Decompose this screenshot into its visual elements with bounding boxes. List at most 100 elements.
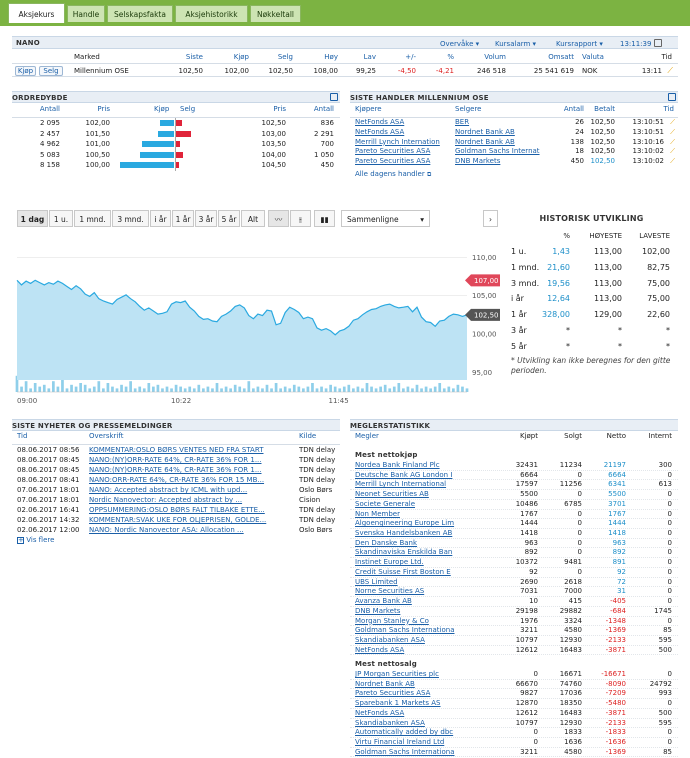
col-hoy[interactable]: Høy: [324, 53, 338, 61]
volume-bar: [38, 386, 42, 392]
news-headline-link[interactable]: KOMMENTAR:OSLO BØRS VENTES NED FRA START: [89, 446, 264, 454]
tab-nokkeltall[interactable]: Nøkkeltall: [250, 5, 301, 22]
broker-link[interactable]: Credit Suisse First Boston E: [355, 567, 451, 576]
refresh-icon[interactable]: [654, 39, 662, 47]
watch-link[interactable]: Overvåke ▾: [440, 40, 480, 48]
broker-link[interactable]: Norne Securities AS: [355, 587, 425, 596]
line-chart-icon[interactable]: 〰: [268, 210, 289, 227]
broker-link[interactable]: Skandiabanken ASA: [355, 635, 425, 644]
broker-link[interactable]: Sparebank 1 Markets AS: [355, 699, 441, 708]
broker-link[interactable]: JP Morgan Securities plc: [355, 670, 439, 678]
refresh-icon[interactable]: [330, 93, 338, 101]
col-siste[interactable]: Siste: [185, 53, 203, 61]
broker-link[interactable]: Deutsche Bank AG London I: [355, 470, 453, 479]
buyer-link[interactable]: NetFonds ASA: [355, 127, 405, 136]
broker-link[interactable]: Den Danske Bank: [355, 538, 418, 547]
candlestick-icon[interactable]: ⫲: [290, 210, 311, 227]
br-col-megler[interactable]: Megler: [355, 432, 379, 440]
buyer-link[interactable]: Merrill Lynch Internation: [355, 137, 440, 146]
period-1-dag[interactable]: 1 dag: [17, 210, 48, 227]
period-1-u[interactable]: 1 u.: [49, 210, 73, 227]
volume-bar: [338, 388, 342, 392]
broker-link[interactable]: Virtu Financial Ireland Ltd: [355, 738, 445, 747]
col-valuta[interactable]: Valuta: [582, 53, 604, 61]
broker-internal: 613: [658, 480, 672, 489]
all-trades-link[interactable]: Alle dagens handler ⧉: [355, 170, 432, 178]
report-link[interactable]: Kursrapport ▾: [556, 40, 603, 48]
broker-link[interactable]: Non Member: [355, 509, 400, 518]
broker-link[interactable]: Societe Generale: [355, 499, 415, 508]
broker-link[interactable]: Automatically added by dbc: [355, 728, 454, 737]
trade-row: NetFonds ASA Nordnet Bank AB 24 102,50 13:10…: [350, 128, 678, 138]
period-3-ar[interactable]: 3 år: [195, 210, 217, 227]
broker-link[interactable]: DNB Markets: [355, 606, 401, 615]
period-1-mnd[interactable]: 1 mnd.: [74, 210, 111, 227]
bid-depth-bar: [120, 162, 174, 169]
col-volum[interactable]: Volum: [484, 53, 506, 61]
buyer-link[interactable]: NetFonds ASA: [355, 118, 405, 126]
broker-row: Algoengineering Europe Lim 1444 0 1444 0: [350, 519, 678, 530]
sell-button[interactable]: Selg: [39, 66, 63, 76]
broker-link[interactable]: Nordnet Bank AB: [355, 679, 415, 688]
broker-bought: 12870: [515, 699, 538, 708]
broker-link[interactable]: Merrill Lynch International: [355, 480, 447, 489]
broker-link[interactable]: NetFonds ASA: [355, 708, 405, 717]
broker-link[interactable]: Instinet Europe Ltd.: [355, 558, 424, 567]
depth-divider: [175, 128, 176, 140]
compare-select[interactable]: Sammenligne ▾: [341, 210, 430, 227]
broker-link[interactable]: Neonet Securities AB: [355, 490, 429, 499]
col-omsatt[interactable]: Omsatt: [548, 53, 574, 61]
bar-chart-icon[interactable]: ▮▮: [314, 210, 335, 227]
buy-button[interactable]: Kjøp: [15, 66, 36, 76]
broker-link[interactable]: NetFonds ASA: [355, 645, 405, 654]
period-1-ar[interactable]: 1 år: [172, 210, 194, 227]
tab-aksjehistorikk[interactable]: Aksjehistorikk: [175, 5, 248, 22]
seller-link[interactable]: BER: [455, 118, 470, 126]
broker-link[interactable]: Pareto Securities ASA: [355, 689, 431, 698]
broker-link[interactable]: Svenska Handelsbanken AB: [355, 529, 453, 538]
bid-depth-bar: [141, 141, 174, 148]
show-more-link[interactable]: + Vis flere: [17, 536, 55, 544]
broker-row: UBS Limited 2690 2618 72 0: [350, 578, 678, 588]
buyer-link[interactable]: Pareto Securities ASA: [355, 147, 431, 156]
broker-link[interactable]: Nordea Bank Finland Plc: [355, 461, 440, 469]
tab-handle[interactable]: Handle: [67, 5, 105, 22]
col-pct[interactable]: %: [447, 53, 454, 61]
period-i-ar[interactable]: i år: [150, 210, 171, 227]
seller-link[interactable]: Nordnet Bank AB: [455, 127, 515, 136]
tab-selskapsfakta[interactable]: Selskapsfakta: [107, 5, 173, 22]
col-lav[interactable]: Lav: [363, 53, 376, 61]
brokers-title: MEGLERSTATISTIKK: [350, 422, 431, 430]
news-headline-link[interactable]: Nordic Nanovector: Accepted abstract by …: [89, 496, 243, 504]
news-headline-link[interactable]: OPPSUMMERING:OSLO BØRS FALT TILBAKE ETTE…: [89, 506, 265, 514]
news-headline-link[interactable]: KOMMENTAR:SVAK UKE FOR OLJEPRISEN, GOLDE…: [89, 516, 267, 524]
broker-link[interactable]: Skandiabanken ASA: [355, 718, 425, 727]
news-headline-link[interactable]: NANO: Nordic Nanovector ASA: Allocation …: [89, 526, 244, 534]
price-alarm-link[interactable]: Kursalarm ▾: [495, 40, 537, 48]
price-chart[interactable]: 110,00 105,00 100,00 95,00 09:00 10:22 11:45 10…: [12, 232, 500, 408]
broker-link[interactable]: Goldman Sachs Internationa: [355, 747, 455, 756]
chevron-right-icon[interactable]: ›: [483, 210, 498, 227]
broker-link[interactable]: Morgan Stanley & Co: [355, 616, 429, 625]
period-3-mnd[interactable]: 3 mnd.: [112, 210, 149, 227]
broker-link[interactable]: Skandinaviska Enskilda Ban: [355, 548, 453, 557]
refresh-icon[interactable]: [668, 93, 676, 101]
period-alt[interactable]: Alt: [241, 210, 265, 227]
period-5-ar[interactable]: 5 år: [218, 210, 240, 227]
news-headline-link[interactable]: NANO: Accepted abstract by ICML with upd…: [89, 486, 248, 494]
seller-link[interactable]: Goldman Sachs Internat: [455, 147, 540, 156]
tab-aksjekurs[interactable]: Aksjekurs: [8, 3, 65, 23]
seller-link[interactable]: DNB Markets: [455, 157, 501, 166]
seller-link[interactable]: Nordnet Bank AB: [455, 137, 515, 146]
broker-link[interactable]: Algoengineering Europe Lim: [355, 519, 455, 528]
col-kjop[interactable]: Kjøp: [233, 53, 249, 61]
broker-link[interactable]: Avanza Bank AB: [355, 597, 412, 606]
news-headline-link[interactable]: NANO:ORR-RATE 64%, CR-RATE 36% FOR 15 MB…: [89, 476, 265, 484]
news-headline-link[interactable]: NANO:(NY)ORR-RATE 64%, CR-RATE 36% FOR 1…: [89, 456, 262, 464]
col-selg[interactable]: Selg: [277, 53, 293, 61]
col-change[interactable]: +/-: [405, 53, 416, 61]
broker-link[interactable]: Goldman Sachs Internationa: [355, 626, 455, 635]
news-headline-link[interactable]: NANO:(NY)ORR-RATE 64%, CR-RATE 36% FOR 1…: [89, 466, 262, 474]
broker-link[interactable]: UBS Limited: [355, 577, 398, 586]
buyer-link[interactable]: Pareto Securities ASA: [355, 157, 431, 166]
